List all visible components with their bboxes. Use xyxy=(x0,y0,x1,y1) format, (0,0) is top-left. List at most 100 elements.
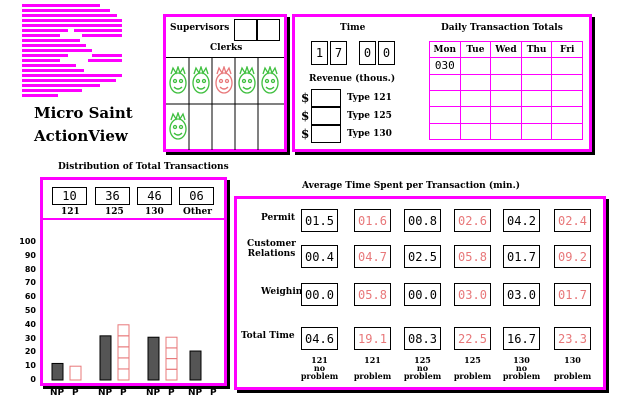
total-121-value: 10 xyxy=(52,187,87,205)
daily-cell xyxy=(491,58,522,75)
avg-time-value: 00.8 xyxy=(404,209,441,232)
logo-line1: Micro Saint xyxy=(34,104,133,122)
supervisors-label: Supervisors xyxy=(170,23,230,33)
avg-col-header: 125 problem xyxy=(444,356,501,380)
avg-time-value: 05.8 xyxy=(354,283,391,306)
bar-chart-svg xyxy=(51,324,202,381)
revenue-value xyxy=(311,107,341,125)
totals-row: 10 121 36 125 46 130 06 Other xyxy=(43,180,224,220)
daily-cell xyxy=(491,107,522,124)
col-header-num: 125 xyxy=(414,355,431,365)
avg-time-value: 03.0 xyxy=(454,283,491,306)
avg-time-value: 02.4 xyxy=(554,209,591,232)
logo-line2: ActionView xyxy=(34,127,128,145)
total-125-value: 36 xyxy=(95,187,130,205)
daily-cell xyxy=(521,123,553,140)
daily-cell: 030 xyxy=(430,58,461,75)
daily-cell xyxy=(521,91,553,108)
col-header-num: 121 xyxy=(311,355,328,365)
revenue-type: Type 121 xyxy=(347,93,392,103)
avg-time-value: 01.6 xyxy=(354,209,391,232)
dollar-sign: $ xyxy=(301,109,310,123)
bar-p xyxy=(69,365,82,381)
clerk-face-icon xyxy=(261,66,279,94)
time-label: Time xyxy=(340,23,366,33)
x-tick-label: P xyxy=(72,388,79,398)
daily-cell xyxy=(430,91,461,108)
bar-np xyxy=(147,336,160,381)
day-header: Tue xyxy=(460,42,492,59)
staff-panel: Supervisors Clerks xyxy=(163,14,287,152)
x-tick-label: P xyxy=(168,388,175,398)
avg-col-header: 121 problem xyxy=(344,356,401,380)
revenue-value xyxy=(311,125,341,143)
daily-cell xyxy=(552,107,583,124)
y-tick-label: 90 xyxy=(24,250,36,260)
y-tick-label: 100 xyxy=(19,237,36,246)
daily-cell xyxy=(430,123,461,140)
daily-cell xyxy=(552,58,583,75)
bar-np xyxy=(99,335,112,381)
clerks-grid xyxy=(166,57,284,150)
avg-time-title: Average Time Spent per Transaction (min.… xyxy=(302,181,520,191)
day-header: Fri xyxy=(552,42,583,59)
col-header-num: 121 xyxy=(364,355,381,365)
y-tick-label: 10 xyxy=(24,361,36,371)
day-header: Wed xyxy=(491,42,522,59)
distribution-chart: 100 90 80 70 60 50 40 30 20 10 0 NP P NP P NP P NP P xyxy=(0,218,240,403)
y-tick-label: 20 xyxy=(24,347,36,357)
revenue-label: Revenue (thous.) xyxy=(309,74,396,84)
avg-col-header: 125 no problem xyxy=(394,356,451,380)
supervisor-slot xyxy=(257,19,280,41)
daily-cell xyxy=(460,91,492,108)
logo xyxy=(22,4,152,104)
time-digit: 0 xyxy=(378,41,395,65)
distribution-title: Distribution of Total Transactions xyxy=(58,162,229,172)
logo-stripes-icon xyxy=(22,4,122,97)
daily-cell xyxy=(521,74,553,91)
col-header-num: 130 xyxy=(564,355,581,365)
avg-time-value: 02.5 xyxy=(404,245,441,268)
total-other-label: Other xyxy=(183,207,213,217)
daily-grid: Mon Tue Wed Thu Fri 030 xyxy=(429,41,583,140)
avg-time-value: 05.8 xyxy=(454,245,491,268)
avg-time-value: 03.0 xyxy=(503,283,540,306)
daily-title: Daily Transaction Totals xyxy=(441,23,563,33)
time-digit: 7 xyxy=(330,41,347,65)
dollar-sign: $ xyxy=(301,91,310,105)
avg-col-header: 130 no problem xyxy=(493,356,550,380)
clerk-face-icon xyxy=(169,112,187,140)
avg-row-label: Weighing xyxy=(261,287,309,297)
y-tick-label: 60 xyxy=(24,292,36,302)
daily-cell xyxy=(460,123,492,140)
col-header-word: problem xyxy=(353,371,392,381)
col-header-word: problem xyxy=(502,371,541,381)
col-header-sub: no xyxy=(416,363,429,373)
revenue-type: Type 130 xyxy=(347,129,392,139)
daily-cell xyxy=(552,74,583,91)
bar-np xyxy=(189,350,202,381)
col-header-sub: no xyxy=(313,363,326,373)
day-header: Mon xyxy=(430,42,461,59)
clerk-face-icon xyxy=(238,66,256,94)
col-header-num: 130 xyxy=(513,355,530,365)
avg-time-value: 08.3 xyxy=(404,327,441,350)
bar-p xyxy=(117,324,130,381)
avg-time-value: 01.7 xyxy=(554,283,591,306)
col-header-word: problem xyxy=(453,371,492,381)
avg-time-value: 00.0 xyxy=(301,283,338,306)
x-tick-label: P xyxy=(210,388,217,398)
col-header-num: 125 xyxy=(464,355,481,365)
x-tick-label: NP xyxy=(146,388,161,398)
y-tick-label: 30 xyxy=(24,333,36,343)
y-tick-label: 40 xyxy=(24,319,36,329)
avg-time-value: 04.7 xyxy=(354,245,391,268)
avg-time-value: 04.2 xyxy=(503,209,540,232)
x-tick-label: NP xyxy=(50,388,65,398)
clerk-face-busy-icon xyxy=(215,66,233,94)
time-panel: Time 1 7 0 0 Revenue (thous.) $ Type 121… xyxy=(292,14,592,152)
avg-time-value: 01.5 xyxy=(301,209,338,232)
avg-time-value: 22.5 xyxy=(454,327,491,350)
avg-row-label: Customer Relations xyxy=(247,239,296,259)
col-header-word: problem xyxy=(300,371,339,381)
